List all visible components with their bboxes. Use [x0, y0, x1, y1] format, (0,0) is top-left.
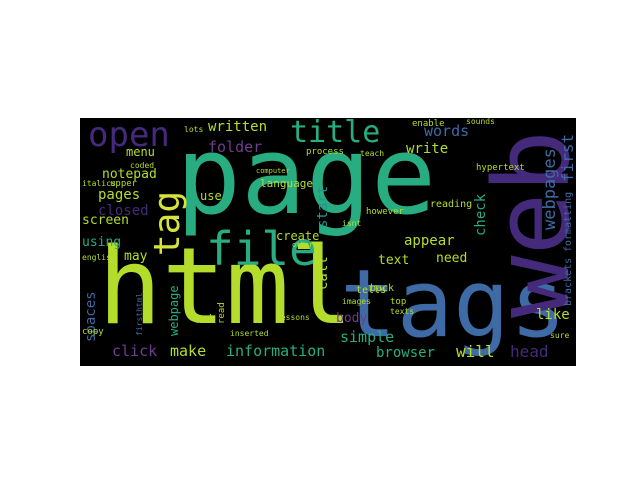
word-notepad: notepad — [102, 167, 157, 182]
word-enable: enable — [412, 119, 445, 129]
word-top: top — [390, 297, 407, 307]
word-reading: reading — [430, 199, 473, 210]
word-need: need — [436, 251, 468, 266]
word-webpage: webpage — [167, 285, 181, 336]
word-write: write — [406, 141, 449, 157]
word-make: make — [170, 342, 207, 360]
word-process: process — [306, 147, 344, 157]
word-back: back — [370, 283, 395, 294]
word-inserted: inserted — [230, 329, 269, 338]
word-others: others — [292, 241, 318, 249]
word-hypertext: hypertext — [476, 163, 525, 173]
word-italics: italics — [82, 179, 116, 188]
word-words: words — [424, 122, 470, 140]
word-call: call — [315, 256, 331, 290]
word-browser: browser — [376, 345, 436, 361]
word-click: click — [112, 342, 158, 360]
word-sure: sure — [550, 331, 570, 340]
word-isnt: isnt — [342, 219, 362, 228]
word-english: english — [82, 253, 116, 262]
word-lessons: lessons — [276, 313, 310, 322]
word-may: may — [124, 249, 148, 264]
word-html: html — [98, 225, 354, 348]
word-read: read — [217, 302, 227, 324]
word-text: text — [378, 253, 410, 268]
word-put: put — [196, 313, 215, 324]
word-texts: texts — [390, 307, 415, 316]
word-brackets: brackets — [563, 257, 574, 306]
word-head: head — [510, 342, 549, 361]
word-using: using — [82, 235, 122, 250]
word-tag: tag — [147, 190, 188, 256]
word-upper: upper — [110, 179, 138, 189]
word-create: create — [276, 229, 320, 243]
word-like: like — [536, 307, 570, 323]
word-firsthtml: firsthtml — [135, 292, 144, 336]
word-information: information — [226, 342, 326, 360]
word-cloud: page html tags web file tag open title w… — [80, 118, 576, 366]
word-first: first — [558, 133, 576, 182]
word-sounds: sounds — [466, 118, 495, 126]
word-body: body — [336, 311, 368, 326]
word-formatting: formatting — [563, 191, 574, 252]
word-check: check — [473, 193, 489, 236]
word-title: title — [290, 118, 381, 150]
word-teach: teach — [360, 149, 385, 158]
word-file: file — [206, 222, 317, 276]
word-simple: simple — [340, 328, 395, 346]
word-folder: folder — [208, 138, 263, 156]
word-images: images — [342, 297, 371, 306]
word-menu: menu — [126, 145, 155, 159]
word-written: written — [208, 119, 268, 135]
word-will: will — [456, 342, 495, 361]
word-page: page — [176, 118, 437, 239]
word-copy: copy — [82, 327, 104, 337]
word-screen: screen — [82, 213, 129, 228]
word-appear: appear — [404, 233, 455, 249]
word-use: use — [200, 189, 222, 203]
word-however: however — [366, 207, 404, 217]
word-open: open — [88, 118, 170, 155]
word-tells: tells — [356, 285, 387, 296]
word-start: start — [315, 185, 331, 228]
word-coded: coded — [130, 161, 155, 170]
word-pages: pages — [98, 187, 141, 203]
word-language: language — [260, 177, 313, 190]
word-lots: lots — [184, 125, 204, 134]
word-closed: closed — [98, 203, 149, 219]
word-computer: computer — [256, 167, 290, 175]
word-tags: tags — [340, 250, 567, 359]
word-webpages: webpages — [540, 148, 560, 230]
